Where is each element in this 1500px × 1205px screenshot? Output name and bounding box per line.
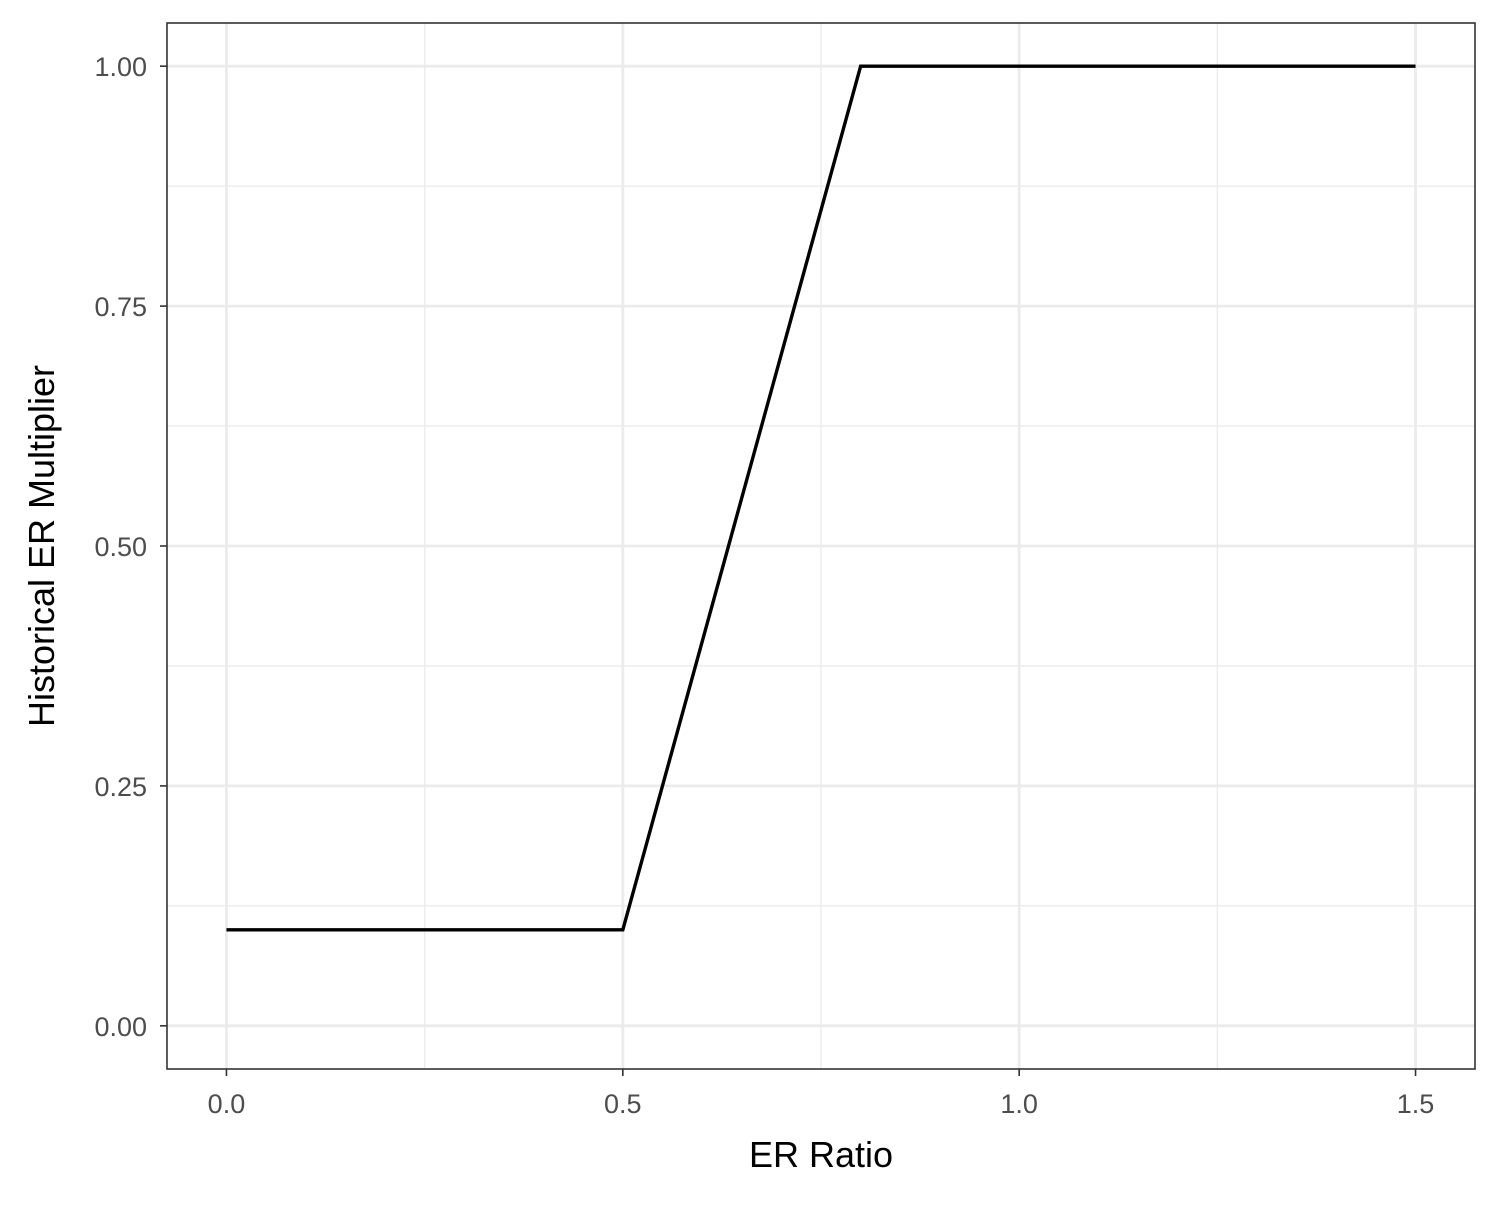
grid-minor: [167, 23, 1475, 1069]
x-tick-label: 1.5: [1397, 1089, 1435, 1119]
y-tick-label: 1.00: [94, 52, 147, 82]
x-axis-ticks: 0.0 0.5 1.0 1.5: [208, 1069, 1435, 1119]
series-layer: [226, 64, 1416, 932]
x-tick-label: 0.5: [604, 1089, 642, 1119]
x-tick-label: 0.0: [208, 1089, 246, 1119]
x-axis-title: ER Ratio: [749, 1134, 893, 1175]
y-tick-label: 0.25: [94, 772, 147, 802]
y-tick-label: 0.50: [94, 532, 147, 562]
x-tick-label: 1.0: [1000, 1089, 1038, 1119]
y-axis-title: Historical ER Multiplier: [21, 365, 62, 727]
y-tick-label: 0.75: [94, 292, 147, 322]
series-line-0: [226, 64, 1416, 932]
y-tick-label: 0.00: [94, 1012, 147, 1042]
y-axis-ticks: 0.00 0.25 0.50 0.75 1.00: [94, 52, 167, 1042]
grid-major: [167, 23, 1475, 1069]
